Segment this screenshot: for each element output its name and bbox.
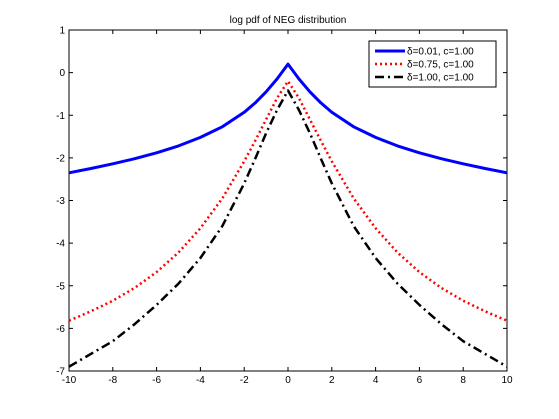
x-tick-label-7: 4: [373, 375, 379, 386]
y-tick-label-4: -3: [56, 196, 65, 207]
x-tick-label-0: -10: [62, 375, 77, 386]
x-tick-label-1: -8: [108, 375, 117, 386]
x-tick-label-6: 2: [329, 375, 335, 386]
legend-label-0: δ=0.01, c=1.00: [407, 47, 474, 58]
x-tick-label-3: -4: [196, 375, 205, 386]
x-tick-label-9: 8: [460, 375, 466, 386]
y-tick-label-8: -7: [56, 367, 65, 378]
y-tick-label-6: -5: [56, 281, 65, 292]
legend-label-2: δ=1.00, c=1.00: [407, 73, 474, 84]
y-tick-label-1: 0: [59, 68, 65, 79]
y-tick-label-3: -2: [56, 153, 65, 164]
series-line-1: [68, 79, 508, 322]
series-group: [68, 62, 508, 368]
y-tick-label-0: 1: [59, 26, 65, 37]
x-tick-label-8: 6: [417, 375, 423, 386]
y-tick-label-7: -6: [56, 324, 65, 335]
x-tick-label-2: -6: [152, 375, 161, 386]
x-tick-label-5: 0: [285, 375, 291, 386]
legend-label-1: δ=0.75, c=1.00: [407, 60, 474, 71]
y-tick-label-5: -4: [56, 239, 65, 250]
x-tick-label-10: 10: [501, 375, 513, 386]
series-line-2: [68, 89, 508, 368]
x-tick-label-4: -2: [240, 375, 249, 386]
series-line-0: [68, 62, 508, 175]
chart-title: log pdf of NEG distribution: [230, 15, 347, 26]
y-tick-label-2: -1: [56, 111, 65, 122]
legend: δ=0.01, c=1.00 δ=0.75, c=1.00 δ=1.00, c=1.…: [368, 40, 497, 88]
